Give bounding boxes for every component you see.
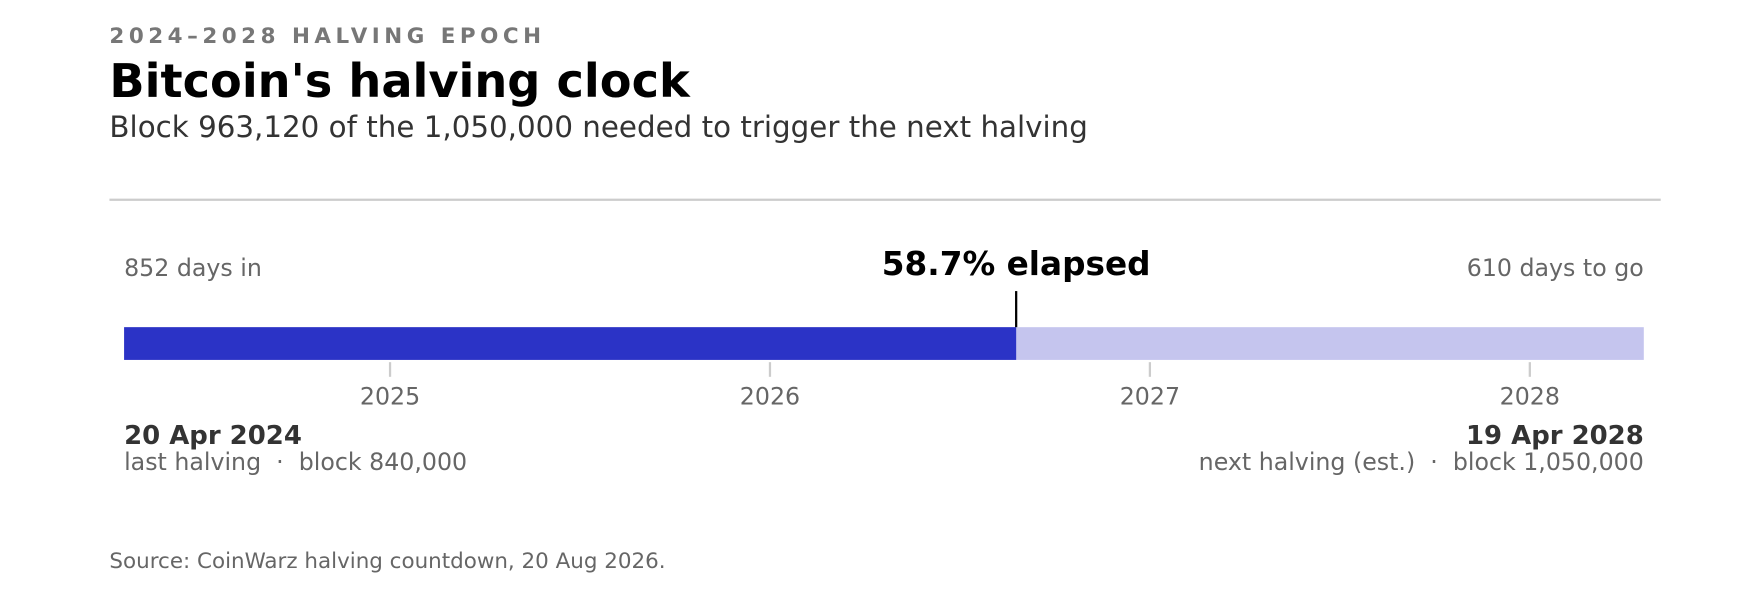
value-label: 58.7% elapsed xyxy=(882,245,1151,283)
left-label: 852 days in xyxy=(124,254,262,282)
x-tick-label: 2025 xyxy=(360,383,420,411)
x-tick-label: 2027 xyxy=(1120,383,1180,411)
end-date: 19 Apr 2028 xyxy=(1466,421,1644,451)
x-tick-label: 2026 xyxy=(740,383,800,411)
bar-elapsed xyxy=(124,327,1017,360)
chart-subtitle: Block 963,120 of the 1,050,000 needed to… xyxy=(109,110,1087,144)
chart-title: Bitcoin's halving clock xyxy=(109,54,691,108)
kicker: 2024–2028 HALVING EPOCH xyxy=(109,24,545,49)
x-tick-label: 2028 xyxy=(1500,383,1560,411)
end-note: next halving (est.) · block 1,050,000 xyxy=(1199,448,1644,476)
start-note: last halving · block 840,000 xyxy=(124,448,467,476)
source: Source: CoinWarz halving countdown, 20 A… xyxy=(109,549,665,574)
right-label: 610 days to go xyxy=(1467,254,1644,282)
start-date: 20 Apr 2024 xyxy=(124,421,302,451)
